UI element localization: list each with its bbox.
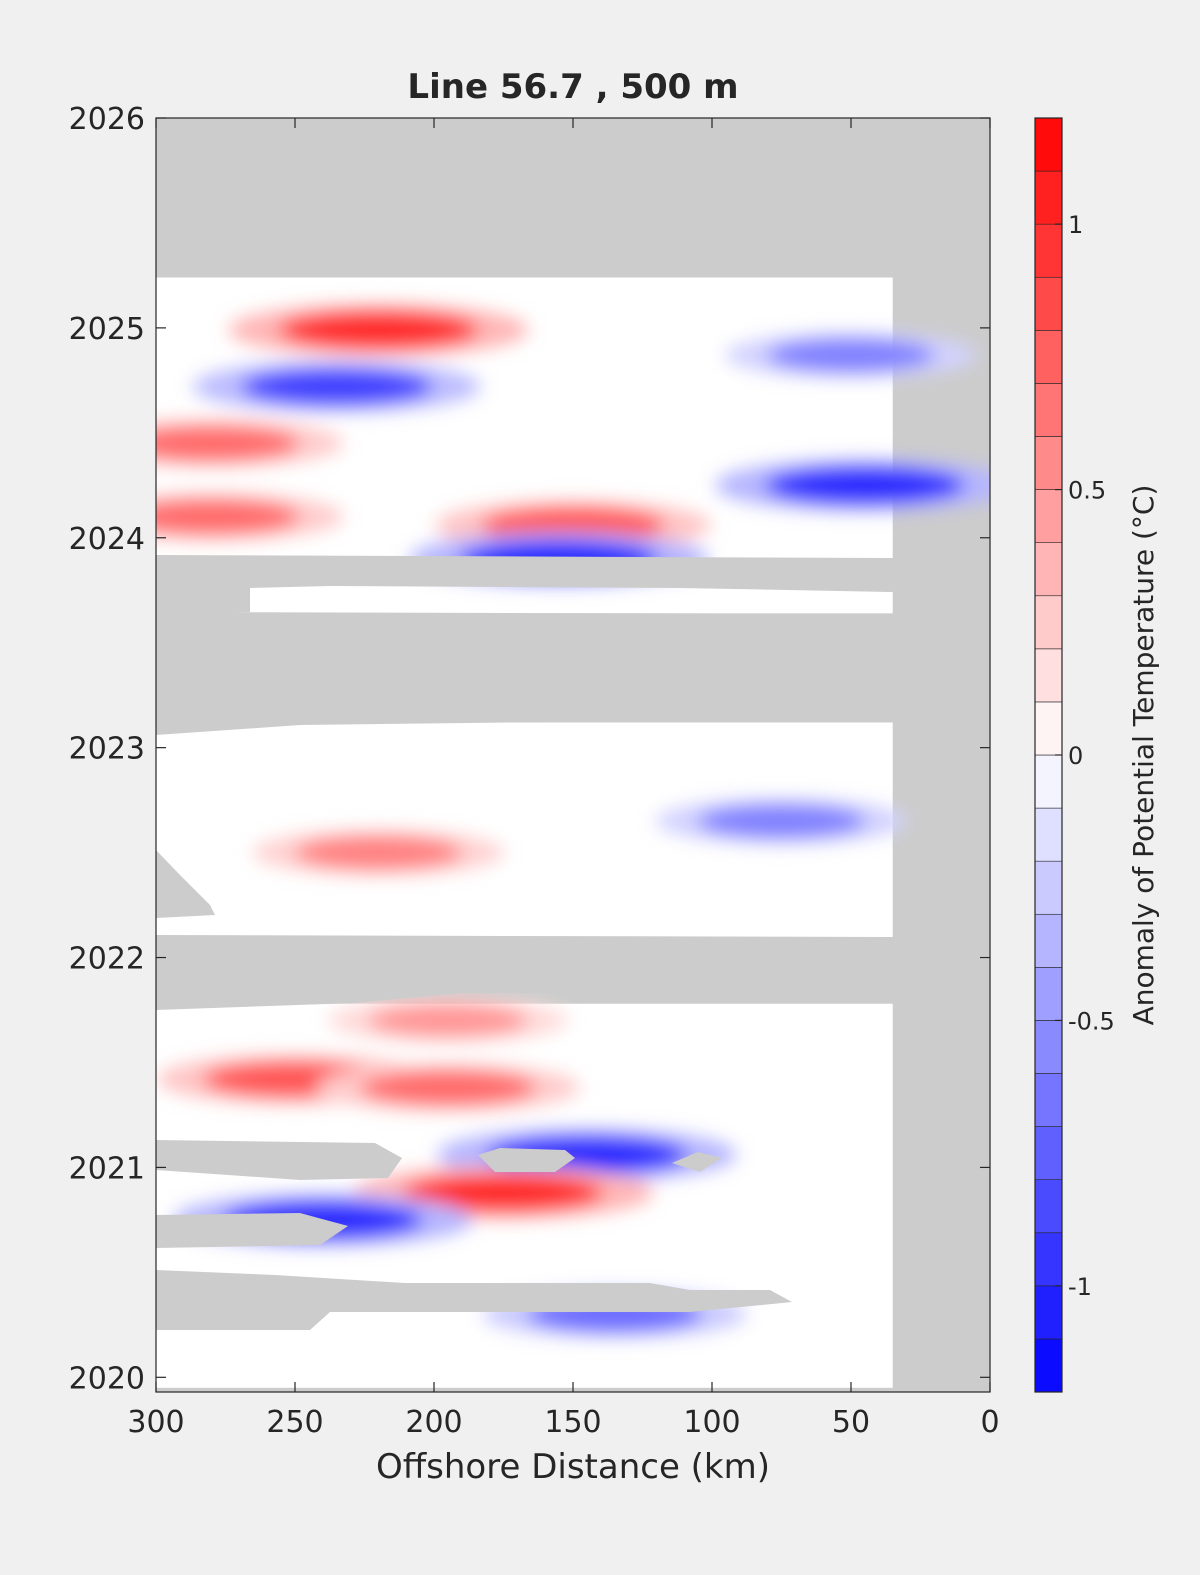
colorbar-level [1034, 436, 1063, 490]
colorbar-level [1034, 1338, 1063, 1393]
x-tick-label: 300 [127, 1405, 184, 1440]
colorbar-level [1034, 383, 1063, 437]
colorbar-level [1034, 754, 1063, 809]
colorbar-level [1034, 542, 1063, 597]
colorbar-level [1034, 648, 1063, 703]
anomaly-feature [359, 1070, 536, 1105]
y-tick-label: 2021 [69, 1151, 145, 1186]
colorbar-level [1034, 117, 1063, 172]
data-gap [156, 1213, 348, 1248]
x-tick-label: 250 [266, 1405, 323, 1440]
x-tick-label: 0 [980, 1405, 999, 1440]
colorbar-level [1034, 223, 1063, 278]
y-tick-label: 2020 [69, 1361, 145, 1396]
data-gap [156, 935, 893, 1010]
y-axis: 2020 2021 2022 2023 2024 2025 2026 [69, 102, 990, 1396]
colorbar-level [1034, 807, 1063, 862]
colorbar-level [1034, 1126, 1063, 1180]
data-gap [156, 1270, 792, 1330]
colorbar-tick-label: 1 [1068, 211, 1083, 239]
colorbar-level [1034, 1020, 1063, 1074]
data-gap [156, 612, 893, 735]
x-axis: 300 250 200 150 100 50 0 [127, 118, 1000, 1440]
colorbar-tick-label: 0 [1068, 742, 1083, 770]
anomaly-blobs [156, 303, 990, 1339]
data-gap [478, 1148, 575, 1172]
data-gap [156, 555, 893, 615]
anomaly-feature [697, 804, 866, 838]
anomaly-feature [403, 1173, 604, 1212]
colorbar-level [1034, 489, 1063, 543]
colorbar-level [1034, 913, 1063, 968]
anomaly-feature [156, 499, 300, 534]
colorbar-label: Anomaly of Potential Temperature (°C) [1127, 485, 1160, 1026]
colorbar-level [1034, 276, 1063, 331]
colorbar-level [1034, 170, 1063, 225]
anomaly-feature [240, 368, 433, 406]
y-tick-label: 2025 [69, 312, 145, 347]
anomaly-feature [156, 426, 300, 461]
x-tick-label: 200 [405, 1405, 462, 1440]
x-tick-label: 100 [683, 1405, 740, 1440]
x-axis-label: Offshore Distance (km) [376, 1447, 770, 1487]
colorbar-level [1034, 860, 1063, 915]
y-tick-label: 2024 [69, 522, 145, 557]
y-tick-label: 2026 [69, 102, 145, 137]
anomaly-feature [367, 1004, 528, 1037]
anomaly-feature [764, 466, 965, 505]
data-gap [156, 1140, 402, 1180]
x-tick-label: 150 [544, 1405, 601, 1440]
colorbar-level [1034, 1285, 1063, 1340]
y-tick-label: 2023 [69, 732, 145, 767]
colorbar-level [1034, 1179, 1063, 1234]
anomaly-feature [278, 310, 479, 349]
colorbar-level [1034, 701, 1063, 756]
anomaly-feature [767, 338, 935, 372]
colorbar-ticks: -1 -0.5 0 0.5 1 [1055, 211, 1115, 1301]
colorbar-level [1034, 1073, 1063, 1127]
data-gaps [156, 555, 893, 1330]
colorbar-level [1034, 1232, 1063, 1287]
colorbar-tick-label: -1 [1068, 1273, 1092, 1301]
colorbar-level [1034, 595, 1063, 650]
data-gap [156, 850, 215, 918]
anomaly-feature [294, 835, 463, 870]
colorbar-level [1034, 330, 1063, 384]
chart-title: Line 56.7 , 500 m [407, 67, 738, 107]
colorbar-tick-label: 0.5 [1068, 477, 1106, 505]
data-gap [672, 1152, 722, 1172]
y-tick-label: 2022 [69, 942, 145, 977]
x-tick-label: 50 [832, 1405, 870, 1440]
plot-area [155, 117, 991, 1393]
colorbar-level [1034, 967, 1063, 1021]
colorbar-tick-label: -0.5 [1068, 1007, 1115, 1035]
colorbar: -1 -0.5 0 0.5 1 Anomaly of Potential Tempera… [1034, 117, 1160, 1393]
